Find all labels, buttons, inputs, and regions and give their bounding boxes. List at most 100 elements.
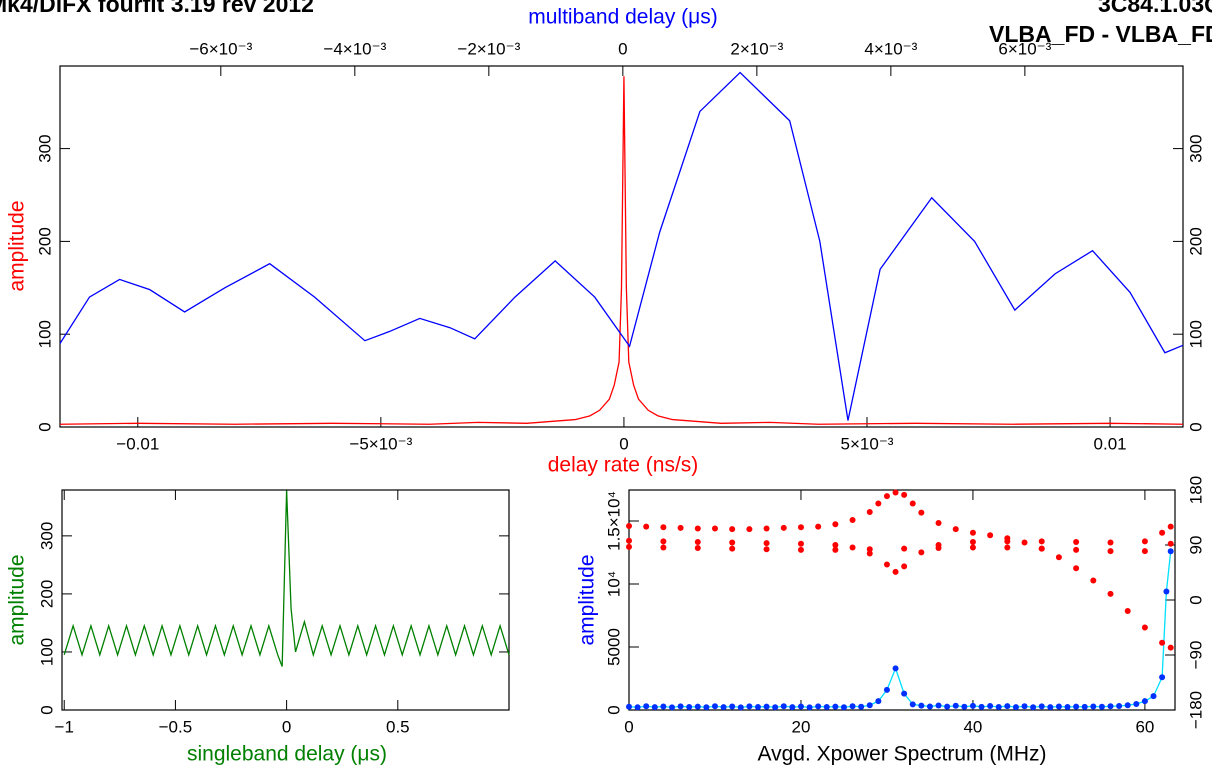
point: [832, 542, 839, 548]
point: [686, 703, 693, 710]
point: [883, 561, 890, 568]
x2-tick-label: 4×10⁻³: [864, 39, 917, 58]
point: [1107, 548, 1114, 555]
point: [729, 545, 736, 552]
y-tick-label: 0: [37, 705, 56, 714]
point: [875, 698, 882, 705]
point: [1107, 590, 1114, 597]
point: [926, 703, 933, 710]
x-axis-label: Avgd. Xpower Spectrum (MHz): [757, 743, 1046, 766]
point: [1012, 704, 1019, 711]
point: [918, 509, 925, 516]
point: [1141, 538, 1148, 545]
point: [711, 703, 718, 710]
y-axis-label: amplitude: [576, 554, 599, 645]
point: [1021, 539, 1028, 546]
point: [703, 704, 710, 711]
x2-tick-label: −6×10⁻³: [189, 39, 252, 58]
point: [961, 703, 968, 710]
x-tick-label: 20: [792, 717, 811, 736]
point: [1021, 703, 1028, 710]
point: [1163, 588, 1170, 595]
point: [969, 529, 976, 536]
x2-tick-label: 2×10⁻³: [730, 39, 783, 58]
point: [1073, 546, 1080, 553]
point: [677, 524, 684, 531]
point: [643, 523, 650, 530]
point: [1004, 703, 1011, 710]
plot-frame: [59, 65, 1184, 428]
y-axis-label: amplitude: [6, 554, 29, 645]
point: [660, 703, 667, 710]
point: [626, 523, 632, 530]
point: [969, 544, 976, 551]
x-tick-label: 0: [619, 434, 628, 453]
point: [746, 526, 753, 533]
point: [1073, 703, 1080, 710]
x-tick-label: −1: [55, 717, 74, 736]
point: [1081, 703, 1088, 710]
x-tick-label: 0: [624, 717, 633, 736]
point: [832, 521, 839, 528]
x2-tick-label: −4×10⁻³: [323, 39, 386, 58]
point: [797, 703, 804, 710]
point: [780, 524, 787, 531]
point: [626, 703, 632, 710]
y2-tick-label: 180: [1186, 476, 1205, 504]
point: [1107, 539, 1114, 546]
point: [634, 704, 641, 711]
x2-tick-label: 0: [618, 39, 627, 58]
point: [694, 545, 701, 552]
x-tick-label: 40: [963, 717, 982, 736]
point: [626, 537, 632, 544]
point: [909, 701, 916, 708]
point: [935, 520, 942, 526]
x2-tick-label: 6×10⁻³: [998, 39, 1051, 58]
x-tick-label: −0.5: [159, 717, 193, 736]
point: [892, 665, 899, 672]
point: [1073, 565, 1080, 572]
point: [746, 703, 753, 710]
point: [1038, 538, 1045, 545]
y-tick-label: 300: [35, 134, 54, 162]
point: [1159, 674, 1166, 681]
point: [935, 702, 942, 709]
point: [823, 703, 830, 710]
series-line: [59, 76, 1184, 425]
point: [866, 702, 873, 709]
point: [987, 532, 994, 539]
point: [1038, 545, 1045, 552]
x-tick-label: 0.5: [386, 717, 410, 736]
y-tick-label: 0: [604, 705, 623, 714]
y2-tick-label: −90: [1186, 641, 1205, 670]
point: [892, 568, 899, 575]
point: [909, 500, 916, 507]
point: [866, 546, 873, 553]
point: [729, 526, 736, 533]
point: [1116, 702, 1123, 709]
point: [1167, 644, 1174, 651]
y-axis-label: amplitude: [6, 200, 29, 291]
y-tick-label: 100: [37, 638, 56, 666]
point: [815, 703, 822, 710]
series-line: [59, 71, 1184, 421]
y-tick-label: 200: [35, 227, 54, 255]
point: [737, 704, 744, 711]
point: [763, 703, 770, 710]
point: [772, 704, 779, 711]
point: [1141, 698, 1148, 705]
point: [944, 703, 951, 710]
point: [754, 703, 761, 710]
point: [901, 491, 908, 498]
point: [832, 703, 839, 710]
point: [660, 538, 667, 545]
point: [1055, 703, 1062, 710]
point: [849, 703, 856, 710]
point: [995, 703, 1002, 710]
point: [840, 704, 847, 711]
point: [858, 703, 865, 710]
point: [1167, 540, 1174, 547]
point: [1090, 703, 1097, 710]
point: [780, 703, 787, 710]
